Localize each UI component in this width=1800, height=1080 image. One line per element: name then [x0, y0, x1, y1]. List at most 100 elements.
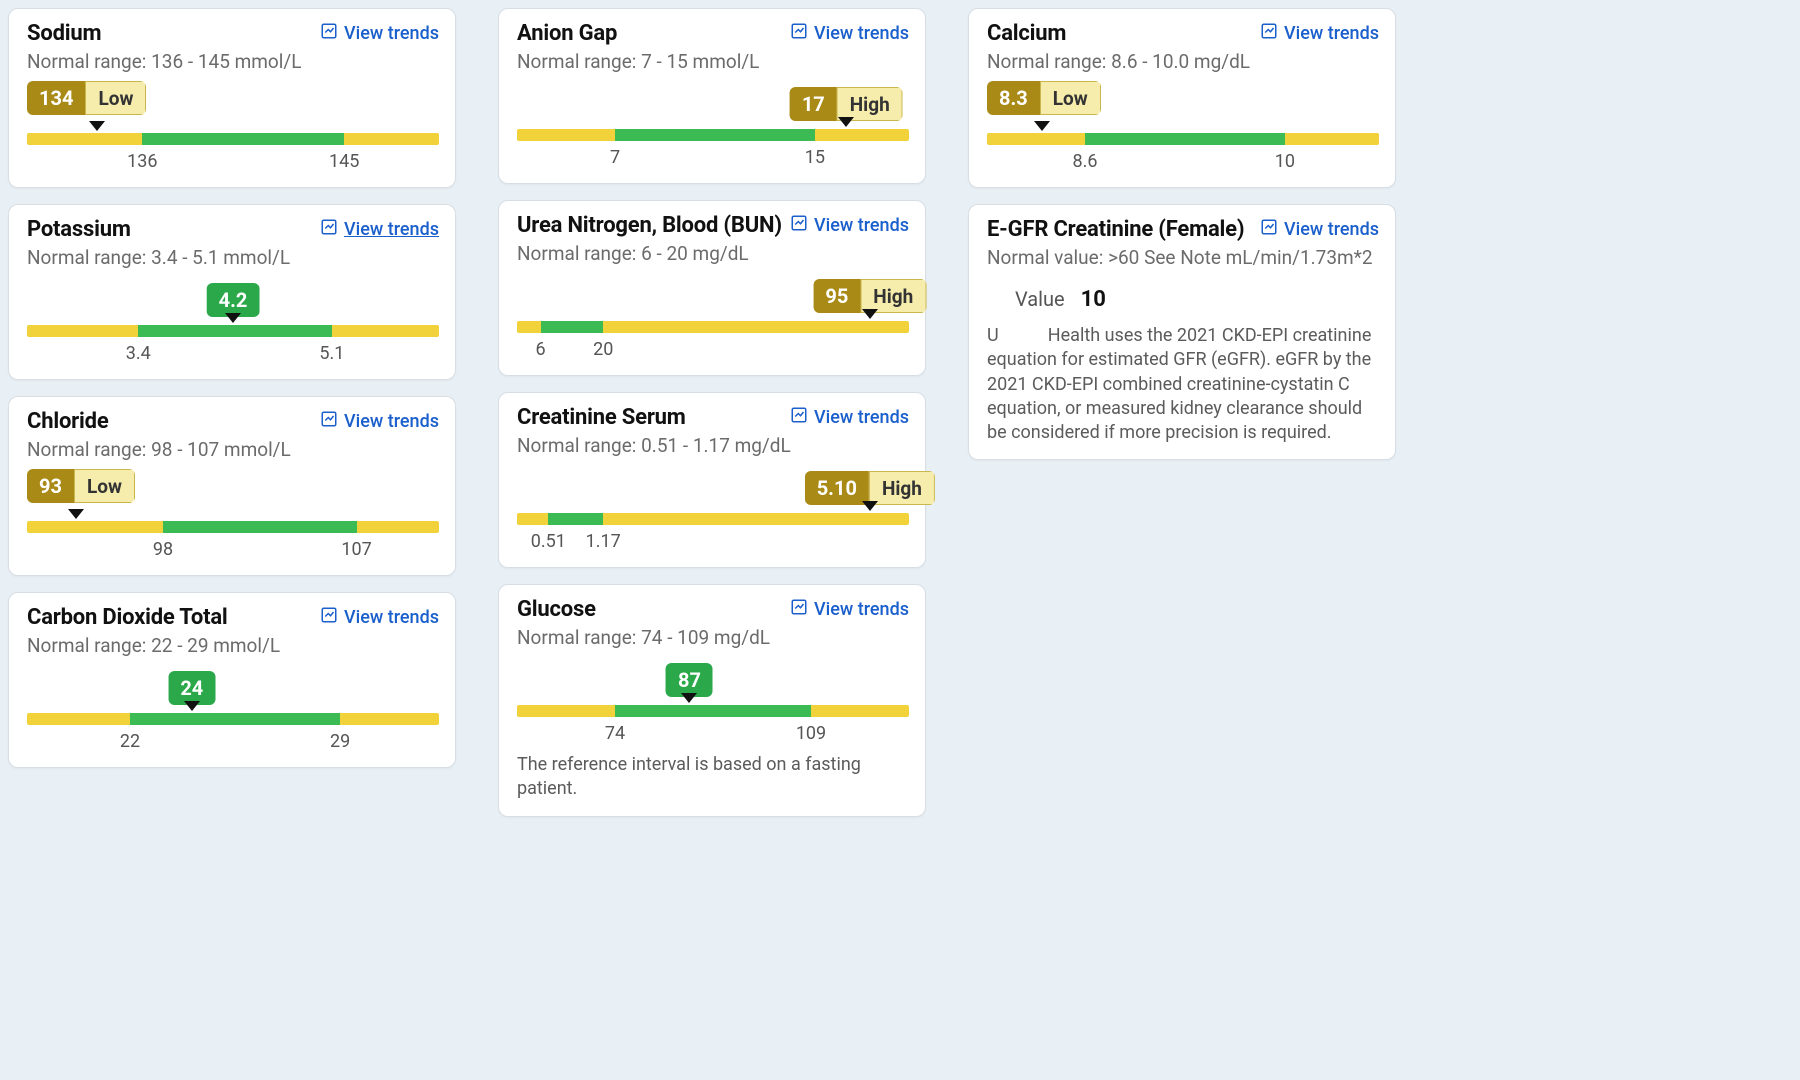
chart-line-icon [320, 218, 338, 241]
value-caret [1034, 121, 1050, 131]
chart-line-icon [790, 214, 808, 237]
value-caret [184, 701, 200, 711]
normal-value: Normal value: >60 See Note mL/min/1.73m*… [987, 246, 1379, 269]
chart-line-icon [790, 22, 808, 45]
view-trends-link[interactable]: View trends [1260, 22, 1379, 45]
result-badge: 134 Low [27, 81, 146, 115]
normal-range: Normal range: 22 - 29 mmol/L [27, 634, 439, 657]
chart-line-icon [790, 406, 808, 429]
range-bar: 4.2 3.4 5.1 [27, 275, 439, 365]
view-trends-label: View trends [344, 23, 439, 44]
low-tick: 6 [535, 339, 545, 360]
low-tick: 22 [120, 731, 140, 752]
view-trends-link[interactable]: View trends [790, 406, 909, 429]
card-title: Carbon Dioxide Total [27, 605, 228, 630]
low-tick: 0.51 [531, 531, 566, 552]
view-trends-link[interactable]: View trends [1260, 218, 1379, 241]
card-glucose: Glucose View trends Normal range: 74 - 1… [498, 584, 926, 817]
result-value: 8.3 [987, 81, 1040, 115]
chart-line-icon [320, 410, 338, 433]
view-trends-link[interactable]: View trends [790, 214, 909, 237]
view-trends-label: View trends [344, 411, 439, 432]
card-anion-gap: Anion Gap View trends Normal range: 7 - … [498, 8, 926, 184]
range-bar: 24 22 29 [27, 663, 439, 753]
card-note: U Health uses the 2021 CKD-EPI creatinin… [987, 324, 1379, 445]
card-egfr: E-GFR Creatinine (Female) View trends No… [968, 204, 1396, 460]
result-value: 4.2 [207, 283, 260, 317]
view-trends-link[interactable]: View trends [790, 22, 909, 45]
value-caret [862, 501, 878, 511]
normal-range: Normal range: 7 - 15 mmol/L [517, 50, 909, 73]
result-flag: High [869, 471, 935, 505]
view-trends-link[interactable]: View trends [320, 22, 439, 45]
result-flag: Low [74, 469, 135, 503]
view-trends-link[interactable]: View trends [320, 410, 439, 433]
result-value: 24 [168, 671, 215, 705]
result-flag: High [860, 279, 926, 313]
range-bar: 5.10 High 0.51 1.17 [517, 463, 909, 553]
view-trends-link[interactable]: View trends [320, 606, 439, 629]
view-trends-label: View trends [1284, 219, 1379, 240]
normal-range: Normal range: 8.6 - 10.0 mg/dL [987, 50, 1379, 73]
low-tick: 8.6 [1073, 151, 1098, 172]
card-bun: Urea Nitrogen, Blood (BUN) View trends N… [498, 200, 926, 376]
value-caret [862, 309, 878, 319]
card-title: Glucose [517, 597, 596, 622]
chart-line-icon [1260, 218, 1278, 241]
card-title: Urea Nitrogen, Blood (BUN) [517, 213, 782, 238]
normal-range: Normal range: 0.51 - 1.17 mg/dL [517, 434, 909, 457]
high-tick: 15 [805, 147, 825, 168]
result-value: 17 [790, 87, 837, 121]
value-label: Value [1015, 287, 1065, 311]
chart-line-icon [790, 598, 808, 621]
range-bar: 98 107 [27, 509, 439, 561]
result-badge: 87 [666, 663, 713, 697]
card-note: The reference interval is based on a fas… [517, 753, 909, 802]
view-trends-link[interactable]: View trends [790, 598, 909, 621]
card-sodium: Sodium View trends Normal range: 136 - 1… [8, 8, 456, 188]
range-bar: 8.6 10 [987, 121, 1379, 173]
range-bar: 136 145 [27, 121, 439, 173]
view-trends-label: View trends [814, 407, 909, 428]
high-tick: 145 [329, 151, 359, 172]
range-bar: 87 74 109 [517, 655, 909, 745]
high-tick: 107 [341, 539, 371, 560]
card-title: Potassium [27, 217, 131, 242]
card-co2: Carbon Dioxide Total View trends Normal … [8, 592, 456, 768]
card-creatinine: Creatinine Serum View trends Normal rang… [498, 392, 926, 568]
normal-range: Normal range: 98 - 107 mmol/L [27, 438, 439, 461]
result-value: 5.10 [805, 471, 869, 505]
normal-range: Normal range: 3.4 - 5.1 mmol/L [27, 246, 439, 269]
result-badge: 24 [168, 671, 215, 705]
egfr-value-row: Value 10 [1015, 287, 1379, 312]
high-tick: 29 [330, 731, 350, 752]
chart-line-icon [320, 22, 338, 45]
column-left: Sodium View trends Normal range: 136 - 1… [8, 8, 456, 817]
high-tick: 1.17 [586, 531, 621, 552]
view-trends-label: View trends [814, 215, 909, 236]
view-trends-label: View trends [344, 607, 439, 628]
result-badge: 5.10 High [805, 471, 935, 505]
card-title: Creatinine Serum [517, 405, 686, 430]
chart-line-icon [1260, 22, 1278, 45]
result-value: 134 [27, 81, 85, 115]
range-bar: 95 High 6 20 [517, 271, 909, 361]
card-title: Sodium [27, 21, 101, 46]
low-tick: 136 [127, 151, 157, 172]
card-calcium: Calcium View trends Normal range: 8.6 - … [968, 8, 1396, 188]
value-caret [225, 313, 241, 323]
column-middle: Anion Gap View trends Normal range: 7 - … [498, 8, 926, 817]
high-tick: 20 [593, 339, 613, 360]
result-badge: 17 High [790, 87, 903, 121]
result-flag: Low [1040, 81, 1101, 115]
result-badge: 95 High [813, 279, 926, 313]
low-tick: 7 [610, 147, 620, 168]
low-tick: 3.4 [126, 343, 151, 364]
normal-range: Normal range: 136 - 145 mmol/L [27, 50, 439, 73]
view-trends-label: View trends [814, 599, 909, 620]
view-trends-link[interactable]: View trends [320, 218, 439, 241]
lab-results-grid: Sodium View trends Normal range: 136 - 1… [0, 0, 1800, 825]
card-chloride: Chloride View trends Normal range: 98 - … [8, 396, 456, 576]
normal-range: Normal range: 74 - 109 mg/dL [517, 626, 909, 649]
card-title: Anion Gap [517, 21, 617, 46]
